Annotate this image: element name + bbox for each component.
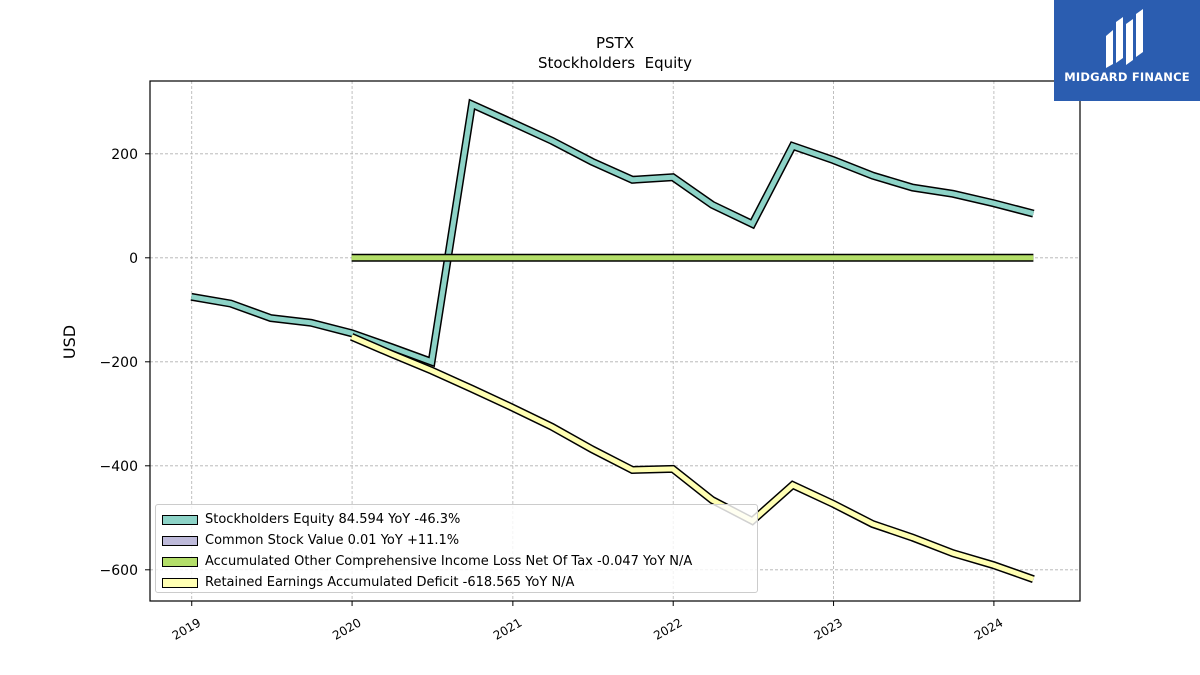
x-tick-label: 2023 xyxy=(812,615,845,642)
legend-item: Retained Earnings Accumulated Deficit -6… xyxy=(162,572,751,593)
x-tick-label: 2021 xyxy=(491,615,524,642)
legend-item: Stockholders Equity 84.594 YoY -46.3% xyxy=(162,509,751,530)
brand-logo: MIDGARD FINANCE xyxy=(1054,0,1200,101)
legend-label: Common Stock Value 0.01 YoY +11.1% xyxy=(205,533,460,548)
logo-text: MIDGARD FINANCE xyxy=(1064,70,1190,84)
legend-swatch xyxy=(162,577,198,588)
x-tick-label: 2020 xyxy=(330,615,363,642)
x-tick-label: 2024 xyxy=(972,615,1005,642)
y-axis-label: USD xyxy=(60,325,79,359)
legend-swatch xyxy=(162,556,198,567)
plot-frame xyxy=(149,80,1081,602)
y-tick-label: −400 xyxy=(100,459,138,475)
logo-icon xyxy=(1106,9,1143,68)
legend-item: Common Stock Value 0.01 YoY +11.1% xyxy=(162,530,751,551)
axes: −600 −400 −200 0 200 2019 2020 2021 2022 2023 2024 xyxy=(100,80,1081,643)
series-line xyxy=(350,334,1035,582)
y-tick-label: 200 xyxy=(111,147,138,163)
y-tick-label: −600 xyxy=(100,563,138,579)
chart-subtitle: Stockholders Equity xyxy=(538,54,692,72)
series-line xyxy=(190,100,1035,366)
chart-title: PSTX xyxy=(596,34,634,52)
legend-item: Accumulated Other Comprehensive Income L… xyxy=(162,551,751,572)
y-tick-label: −200 xyxy=(100,355,138,371)
x-tick-label: 2022 xyxy=(651,615,684,642)
legend-label: Stockholders Equity 84.594 YoY -46.3% xyxy=(205,512,461,527)
legend: Stockholders Equity 84.594 YoY -46.3% Co… xyxy=(155,504,758,593)
legend-label: Retained Earnings Accumulated Deficit -6… xyxy=(205,575,575,590)
x-tick-label: 2019 xyxy=(170,615,203,642)
legend-swatch xyxy=(162,514,198,525)
legend-label: Accumulated Other Comprehensive Income L… xyxy=(205,554,693,569)
series-lines xyxy=(190,98,1035,583)
y-tick-label: 0 xyxy=(129,251,138,267)
legend-swatch xyxy=(162,535,198,546)
grid xyxy=(150,81,1080,601)
